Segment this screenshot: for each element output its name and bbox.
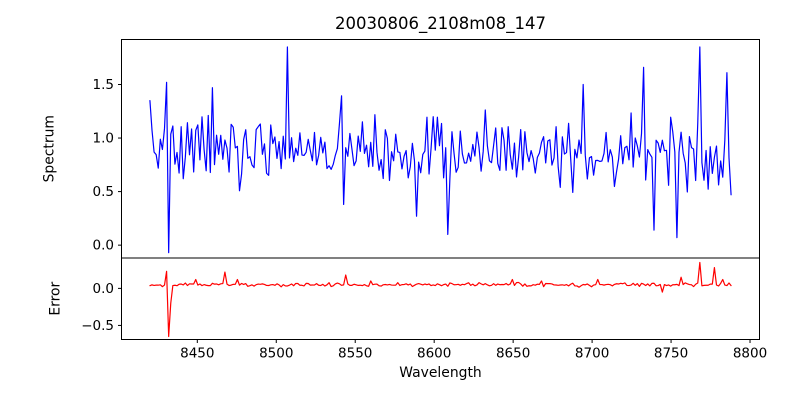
x-tick-label: 8600 [417,346,451,362]
y-axis-label-spectrum: Spectrum [41,115,57,182]
x-axis-label: Wavelength [399,365,481,381]
x-tick-label: 8550 [338,346,372,362]
y-tick-label: 1.0 [93,131,114,147]
x-tick-label: 8650 [496,346,530,362]
x-tick-label: 8500 [259,346,293,362]
x-tick-label: 8800 [733,346,767,362]
spectrum-axes: 0.0 0.5 1.0 1.5 [93,39,760,259]
x-tick-label: 8750 [654,346,688,362]
series-line-error [149,261,732,338]
axes-frame [121,257,760,340]
y-tick-label: 0.5 [93,184,114,200]
x-tick-label: 8450 [180,346,214,362]
x-tick-label: 8700 [575,346,609,362]
series-line-spectrum [149,46,732,254]
y-tick-label: −0.5 [81,318,114,334]
y-axis-label-error: Error [47,282,63,316]
y-tick-label: 0.0 [93,281,114,297]
y-tick-label: 1.5 [93,77,114,93]
plot-title: 20030806_2108m08_147 [335,14,546,34]
y-tick-label: 0.0 [93,238,114,254]
error-axes: 0.0 −0.5 8450 8500 8550 8600 8650 8700 8750 8800 [81,257,767,362]
